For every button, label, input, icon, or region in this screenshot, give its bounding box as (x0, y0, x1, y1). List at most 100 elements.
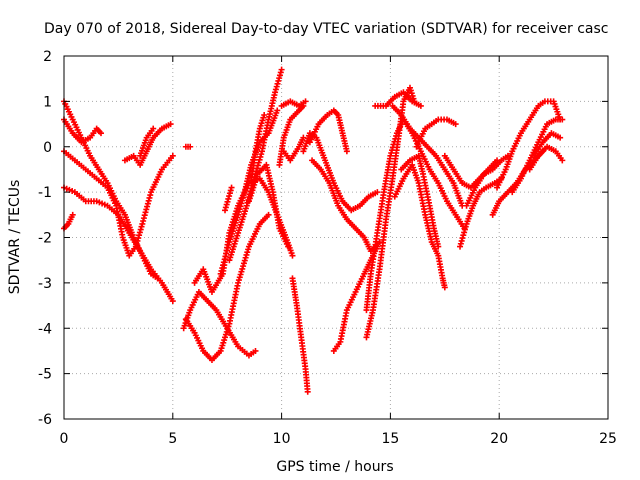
data-point (557, 134, 564, 141)
data-point (417, 102, 424, 109)
series-t33 (457, 175, 505, 250)
data-point (461, 226, 468, 233)
series-t8 (182, 143, 194, 150)
data-point (187, 143, 194, 150)
series-t38 (526, 143, 566, 173)
x-tick-label: 25 (599, 431, 617, 447)
data-point (459, 235, 466, 242)
series-t36 (494, 98, 564, 191)
y-tick-label: 2 (43, 49, 52, 65)
data-point (261, 111, 268, 118)
data-point (150, 125, 157, 132)
series-t20 (289, 275, 311, 395)
data-point (265, 211, 272, 218)
data-point (276, 75, 283, 82)
data-point (304, 388, 311, 395)
data-point (225, 195, 232, 202)
data-point (458, 237, 465, 244)
data-point (167, 121, 174, 128)
data-point (277, 69, 284, 76)
data-point (274, 80, 281, 87)
series-t15 (245, 161, 292, 250)
data-point (239, 197, 246, 204)
y-tick-label: -3 (38, 276, 52, 292)
series-t28 (389, 102, 466, 209)
data-point (460, 232, 467, 239)
data-point (239, 194, 246, 201)
data-point (559, 157, 566, 164)
data-point (226, 193, 233, 200)
series-t31 (413, 116, 459, 150)
data-point (235, 211, 242, 218)
data-point (154, 275, 161, 282)
data-point (452, 121, 459, 128)
x-tick-label: 15 (381, 431, 399, 447)
series-t34 (463, 152, 511, 209)
data-point (289, 252, 296, 259)
data-point (236, 206, 243, 213)
data-point (388, 149, 395, 156)
data-point (441, 284, 448, 291)
y-tick-label: 0 (43, 140, 52, 156)
data-points (61, 66, 566, 395)
data-point (457, 240, 464, 247)
data-point (137, 226, 144, 233)
data-point (69, 211, 76, 218)
x-tick-label: 10 (273, 431, 291, 447)
grid-lines (64, 56, 608, 419)
data-point (392, 135, 399, 142)
series-t26 (363, 116, 468, 314)
data-point (136, 232, 143, 239)
data-point (273, 83, 280, 90)
series-t30 (398, 152, 442, 250)
data-point (435, 243, 442, 250)
data-point (389, 144, 396, 151)
series-t29 (391, 161, 448, 291)
data-point (252, 347, 259, 354)
data-point (285, 243, 292, 250)
data-point (275, 77, 282, 84)
series-t10 (182, 211, 272, 364)
data-point (169, 152, 176, 159)
data-point (237, 203, 244, 210)
y-tick-label: -5 (38, 367, 52, 383)
data-point (389, 147, 396, 154)
x-tick-label: 5 (168, 431, 177, 447)
x-tick-label: 0 (60, 431, 69, 447)
series-t27 (372, 89, 424, 109)
data-point (374, 189, 381, 196)
data-point (238, 200, 245, 207)
data-point (223, 201, 230, 208)
series-t9 (180, 288, 259, 359)
data-point (457, 243, 464, 250)
data-point (559, 116, 566, 123)
y-tick-label: -4 (38, 321, 52, 337)
series-t7 (137, 125, 157, 159)
data-point (257, 153, 264, 160)
data-point (391, 138, 398, 145)
data-point (169, 298, 176, 305)
data-point (302, 98, 309, 105)
data-point (393, 132, 400, 139)
y-tick-label: -1 (38, 185, 52, 201)
data-point (228, 184, 235, 191)
series-t23 (309, 157, 383, 255)
y-tick-label: -2 (38, 231, 52, 247)
data-point (222, 207, 229, 214)
data-point (256, 156, 263, 163)
data-point (258, 151, 265, 158)
x-axis-label: GPS time / hours (276, 459, 393, 475)
data-point (227, 187, 234, 194)
series-t22 (306, 107, 350, 155)
series-t3 (61, 98, 161, 282)
series-t13 (222, 184, 235, 214)
data-point (240, 191, 247, 198)
data-point (226, 190, 233, 197)
y-tick-label: 1 (43, 94, 52, 110)
series-t39 (531, 130, 564, 159)
data-point (272, 89, 279, 96)
series-t18 (278, 98, 309, 109)
y-axis-label: SDTVAR / TECUs (7, 180, 23, 295)
data-point (235, 208, 242, 215)
